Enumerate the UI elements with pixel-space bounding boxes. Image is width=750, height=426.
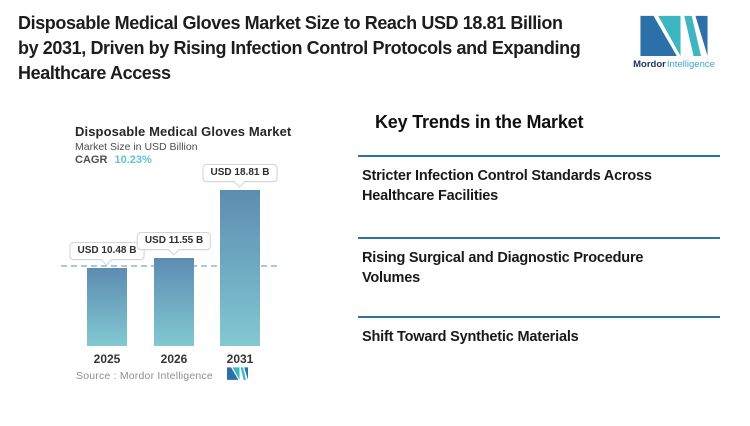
cagr-value: 10.23% (114, 154, 152, 166)
trend-item-text: Stricter Infection Control Standards Acr… (362, 168, 652, 204)
chart-title: Disposable Medical Gloves Market (75, 124, 292, 139)
brand-logo: MordorIntelligence (628, 15, 720, 70)
bar-value-text: USD 10.48 B (77, 245, 137, 256)
source-label: Source : Mordor Intelligence (76, 370, 213, 382)
mordor-logo-icon (640, 15, 708, 56)
bar-value-label: USD 11.55 B (136, 232, 212, 250)
bar-2031 (220, 190, 260, 346)
mordor-logo-small-icon (227, 367, 248, 380)
page-title-line: Disposable Medical Gloves Market Size to… (18, 13, 563, 33)
brand-name-bold: Mordor (633, 59, 666, 70)
brand-name-light: Intelligence (666, 59, 715, 70)
bar-value-label: USD 10.48 B (69, 242, 145, 260)
key-trends-heading: Key Trends in the Market (375, 112, 584, 132)
bar-2025 (87, 268, 127, 346)
page-title-line: Healthcare Access (18, 63, 171, 83)
x-axis-label-2026: 2026 (160, 352, 188, 366)
x-axis-label-2031: 2031 (226, 352, 254, 366)
trend-item-2: Rising Surgical and Diagnostic Procedure… (358, 237, 720, 288)
trend-item-3: Shift Toward Synthetic Materials (358, 316, 720, 347)
page-title: Disposable Medical Gloves Market Size to… (18, 11, 628, 86)
bar-value-text: USD 18.81 B (210, 167, 270, 178)
bar-chart-plot: USD 10.48 B USD 11.55 B USD 18.81 B 2025… (61, 164, 278, 366)
bar-2026 (154, 258, 194, 346)
page-title-line: by 2031, Driven by Rising Infection Cont… (18, 38, 581, 58)
bar-column-2025: USD 10.48 B (69, 242, 145, 346)
chart-cagr: CAGR 10.23% (75, 154, 152, 166)
trend-item-1: Stricter Infection Control Standards Acr… (358, 155, 720, 206)
chart-subtitle: Market Size in USD Billion (75, 141, 198, 153)
bar-column-2031: USD 18.81 B (202, 164, 278, 346)
trend-item-text: Shift Toward Synthetic Materials (362, 329, 579, 345)
cagr-label: CAGR (75, 154, 108, 166)
x-axis-label-2025: 2025 (93, 352, 121, 366)
bar-column-2026: USD 11.55 B (136, 232, 212, 346)
trend-item-text: Rising Surgical and Diagnostic Procedure… (362, 250, 644, 286)
bar-value-text: USD 11.55 B (144, 235, 204, 246)
brand-name: MordorIntelligence (628, 59, 720, 70)
bar-value-label: USD 18.81 B (202, 164, 278, 182)
